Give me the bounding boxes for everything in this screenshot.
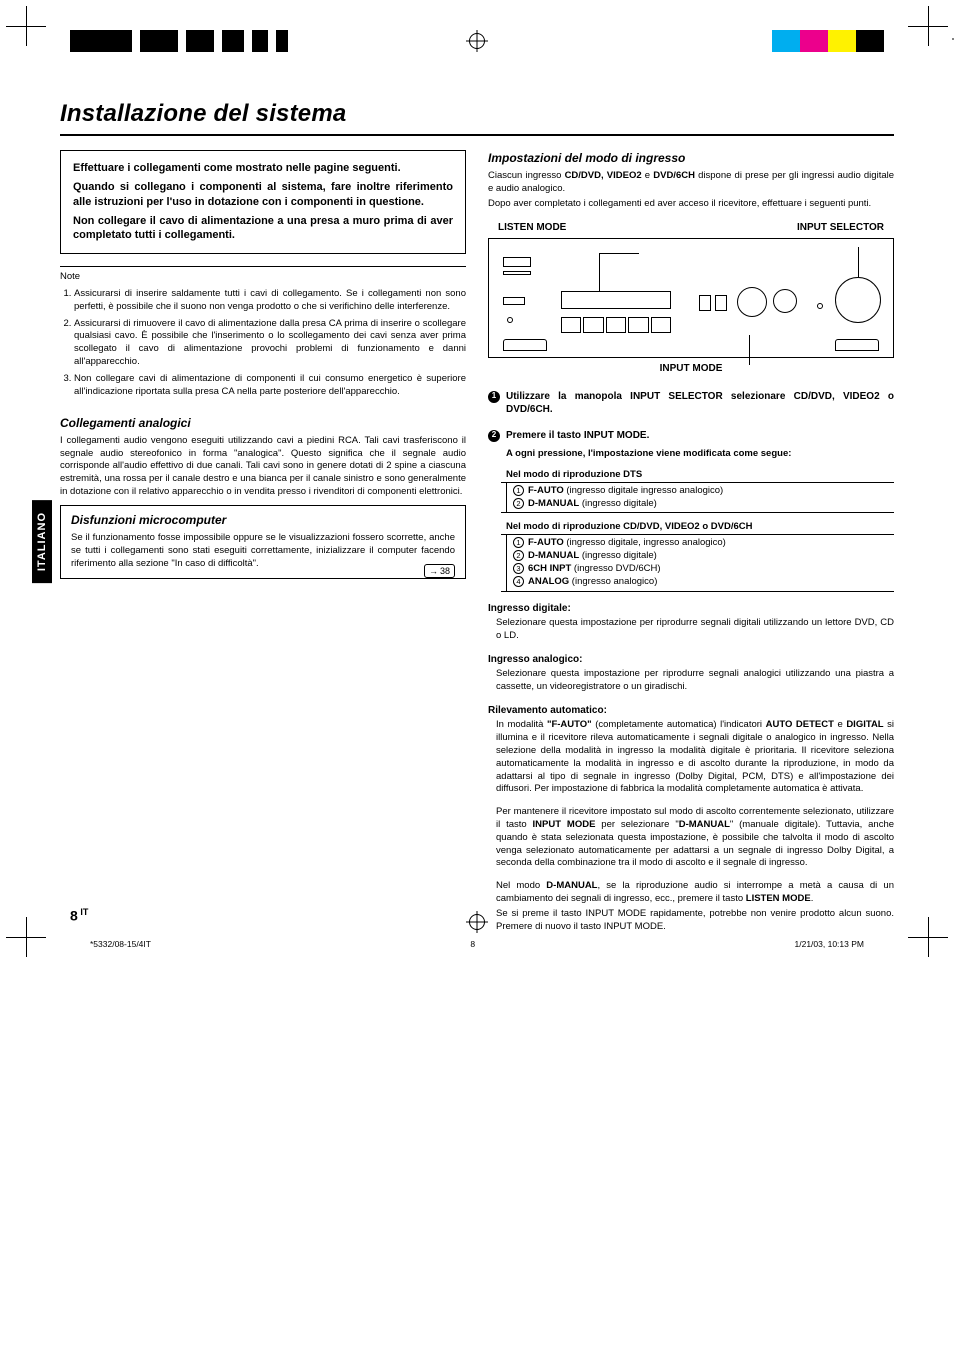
footer-line: *5332/08-15/4IT 8 1/21/03, 10:13 PM bbox=[90, 939, 864, 949]
listen-mode-label: LISTEN MODE bbox=[498, 221, 566, 235]
lead-p1: Effettuare i collegamenti come mostrato … bbox=[73, 161, 453, 176]
step-2-sub: A ogni pressione, l'impostazione viene m… bbox=[506, 448, 894, 461]
mode-cd-head: Nel modo di riproduzione CD/DVD, VIDEO2 … bbox=[506, 521, 894, 534]
mode-cd-list: 1F-AUTO (ingresso digitale, ingresso ana… bbox=[506, 534, 894, 591]
footer-left: *5332/08-15/4IT bbox=[90, 939, 151, 949]
step-1: 1 Utilizzare la manopola INPUT SELECTOR … bbox=[488, 390, 894, 417]
keep-2: Nel modo D-MANUAL, se la riproduzione au… bbox=[496, 880, 894, 906]
mode-dts-head: Nel modo di riproduzione DTS bbox=[506, 469, 894, 482]
note-rule bbox=[60, 266, 466, 267]
analog-heading: Collegamenti analogici bbox=[60, 415, 466, 431]
note-item: Assicurarsi di inserire saldamente tutti… bbox=[74, 288, 466, 314]
mode-dts-list: 1F-AUTO (ingresso digitale ingresso anal… bbox=[506, 482, 894, 514]
step-number-icon: 2 bbox=[488, 430, 500, 442]
digital-body: Selezionare questa impostazione per ripr… bbox=[496, 617, 894, 643]
input-selector-label: INPUT SELECTOR bbox=[797, 221, 884, 235]
micro-heading: Disfunzioni microcomputer bbox=[71, 512, 455, 528]
lead-p3: Non collegare il cavo di alimentazione a… bbox=[73, 214, 453, 244]
notes-list: Assicurarsi di inserire saldamente tutti… bbox=[60, 288, 466, 399]
language-tab: ITALIANO bbox=[32, 500, 52, 583]
keep-1: Per mantenere il ricevitore impostato su… bbox=[496, 806, 894, 870]
title-rule bbox=[60, 134, 894, 136]
lead-p2: Quando si collegano i componenti al sist… bbox=[73, 180, 453, 210]
mode-item: 2D-MANUAL (ingresso digitale) bbox=[513, 498, 894, 511]
page-number: 8 IT bbox=[70, 907, 88, 924]
digital-head: Ingresso digitale: bbox=[488, 602, 894, 616]
input-mode-heading: Impostazioni del modo di ingresso bbox=[488, 150, 894, 166]
diagram-top-labels: LISTEN MODE INPUT SELECTOR bbox=[498, 221, 884, 235]
lead-box: Effettuare i collegamenti come mostrato … bbox=[60, 150, 466, 254]
input-intro-2: Dopo aver completato i collegamenti ed a… bbox=[488, 198, 894, 211]
note-label: Note bbox=[60, 271, 466, 284]
note-item: Non collegare cavi di alimentazione di c… bbox=[74, 373, 466, 399]
mode-item: 36CH INPT (ingresso DVD/6CH) bbox=[513, 563, 894, 576]
mode-item: 1F-AUTO (ingresso digitale, ingresso ana… bbox=[513, 537, 894, 550]
analog-body: I collegamenti audio vengono eseguiti ut… bbox=[60, 435, 466, 499]
input-mode-label: INPUT MODE bbox=[488, 362, 894, 376]
registration-cross bbox=[466, 30, 488, 52]
crop-mark bbox=[908, 917, 948, 957]
step-number-icon: 1 bbox=[488, 391, 500, 403]
auto-body: In modalità "F-AUTO" (completamente auto… bbox=[496, 719, 894, 796]
crop-mark bbox=[6, 917, 46, 957]
auto-head: Rilevamento automatico: bbox=[488, 704, 894, 718]
analog-input-body: Selezionare questa impostazione per ripr… bbox=[496, 668, 894, 694]
input-intro-1: Ciascun ingresso CD/DVD, VIDEO2 e DVD/6C… bbox=[488, 170, 894, 196]
footer-right: 1/21/03, 10:13 PM bbox=[795, 939, 864, 949]
step-2: 2 Premere il tasto INPUT MODE. bbox=[488, 429, 894, 443]
footer-center: 8 bbox=[470, 939, 475, 949]
page-title: Installazione del sistema bbox=[60, 100, 894, 128]
receiver-diagram bbox=[488, 238, 894, 358]
note-item: Assicurarsi di rimuovere il cavo di alim… bbox=[74, 318, 466, 369]
mode-item: 2D-MANUAL (ingresso digitale) bbox=[513, 550, 894, 563]
mode-item: 1F-AUTO (ingresso digitale ingresso anal… bbox=[513, 485, 894, 498]
microcomputer-box: Disfunzioni microcomputer Se il funziona… bbox=[60, 505, 466, 580]
registration-cross bbox=[466, 911, 488, 933]
registration-bar bbox=[0, 30, 954, 64]
analog-input-head: Ingresso analogico: bbox=[488, 653, 894, 667]
mode-item: 4ANALOG (ingresso analogico) bbox=[513, 576, 894, 589]
keep-3: Se si preme il tasto INPUT MODE rapidame… bbox=[496, 908, 894, 934]
micro-body: Se il funzionamento fosse impossibile op… bbox=[71, 532, 455, 569]
page-ref: →38 bbox=[424, 564, 455, 578]
